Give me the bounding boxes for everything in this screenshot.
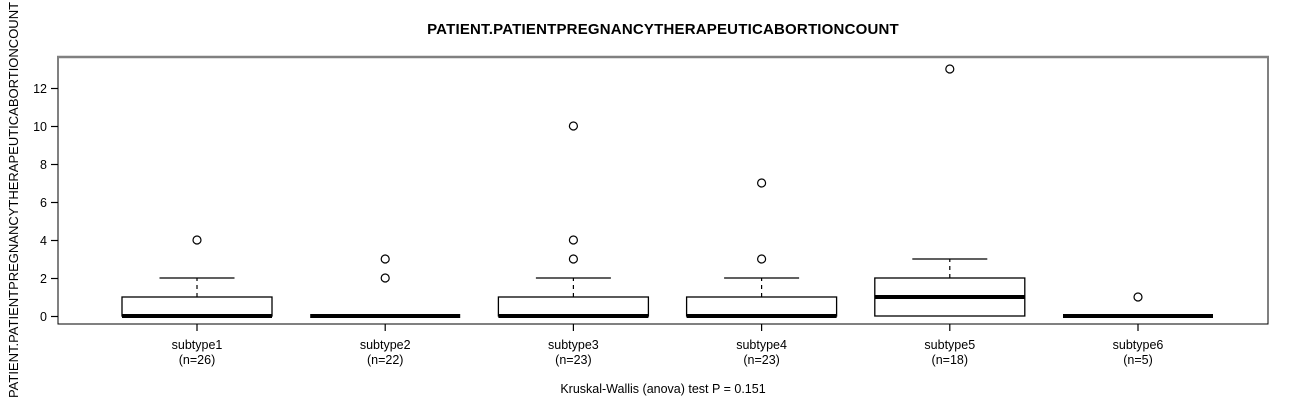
y-tick-label: 6 [40,196,47,210]
group-label: subtype4 [736,338,787,352]
group-label: subtype3 [548,338,599,352]
y-tick-label: 2 [40,272,47,286]
outlier-point [756,178,767,188]
outlier-point [568,235,579,245]
outlier-point [1133,292,1143,302]
group-label: subtype5 [924,338,975,352]
group-n-label: (n=23) [555,353,591,367]
outlier-point [380,273,390,283]
outlier-point [568,121,579,131]
y-tick-label: 10 [33,120,47,134]
y-tick-label: 0 [40,310,47,324]
outlier-point [568,254,579,264]
y-tick-label: 12 [33,82,47,96]
y-tick-label: 8 [40,158,47,172]
chart-title: PATIENT.PATIENTPREGNANCYTHERAPEUTICABORT… [427,21,899,38]
y-tick-label: 4 [40,234,47,248]
outlier-point [380,254,390,264]
iqr-box [121,296,273,317]
plot-frame [57,56,1269,325]
iqr-box [497,296,650,317]
iqr-box [685,296,838,317]
group-label: subtype1 [172,338,223,352]
group-n-label: (n=18) [932,353,968,367]
group-n-label: (n=23) [743,353,779,367]
group-label: subtype2 [360,338,411,352]
group-n-label: (n=22) [367,353,403,367]
stat-test-annotation: Kruskal-Wallis (anova) test P = 0.151 [560,382,766,396]
group-label: subtype6 [1113,338,1164,352]
group-n-label: (n=26) [179,353,215,367]
outlier-point [192,235,202,245]
group-n-label: (n=5) [1123,353,1153,367]
outlier-point [945,64,955,74]
outlier-point [756,254,767,264]
